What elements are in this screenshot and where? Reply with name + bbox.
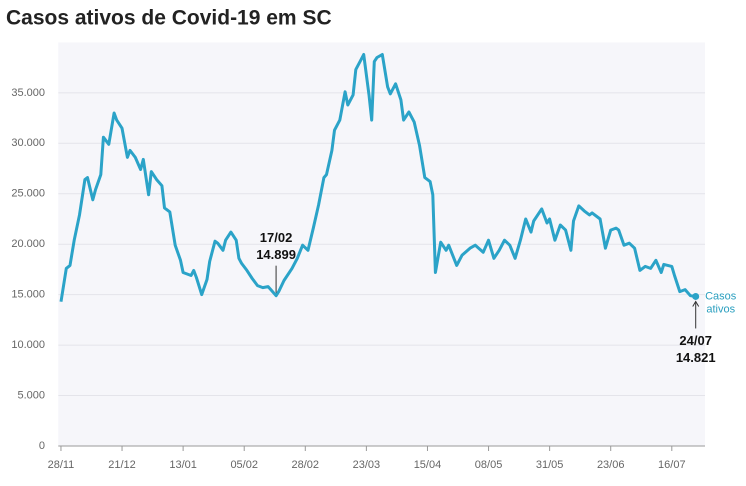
arrow-head bbox=[692, 300, 700, 307]
chart-title: Casos ativos de Covid-19 em SC bbox=[6, 7, 332, 30]
x-tick-label: 08/05 bbox=[475, 459, 503, 471]
y-tick-label: 5.000 bbox=[17, 389, 45, 401]
x-tick-label: 13/01 bbox=[169, 459, 197, 471]
y-tick-label: 30.000 bbox=[11, 137, 45, 149]
y-tick-label: 15.000 bbox=[11, 289, 45, 301]
series-label: Casos ativos bbox=[705, 290, 737, 315]
x-tick-label: 05/02 bbox=[230, 459, 258, 471]
x-tick-label: 23/06 bbox=[597, 459, 625, 471]
annotation-value: 14.821 bbox=[676, 350, 716, 365]
x-tick-label: 31/05 bbox=[536, 459, 564, 471]
x-tick-label: 21/12 bbox=[108, 459, 136, 471]
y-tick-label: 10.000 bbox=[11, 339, 45, 351]
y-tick-label: 20.000 bbox=[11, 238, 45, 250]
annotation-value: 14.899 bbox=[256, 247, 296, 262]
x-tick-label: 23/03 bbox=[353, 459, 381, 471]
y-tick-label: 0 bbox=[39, 440, 45, 452]
x-tick-label: 28/11 bbox=[48, 459, 75, 471]
y-tick-label: 25.000 bbox=[11, 188, 45, 200]
x-tick-label: 28/02 bbox=[292, 459, 320, 471]
x-tick-label: 15/04 bbox=[414, 459, 442, 471]
x-tick-label: 16/07 bbox=[658, 459, 686, 471]
end-dot bbox=[692, 292, 700, 300]
series-line bbox=[59, 53, 696, 302]
y-tick-label: 35.000 bbox=[11, 87, 45, 99]
annotation-date: 17/02 bbox=[260, 230, 293, 245]
annotation-date: 24/07 bbox=[679, 333, 712, 348]
